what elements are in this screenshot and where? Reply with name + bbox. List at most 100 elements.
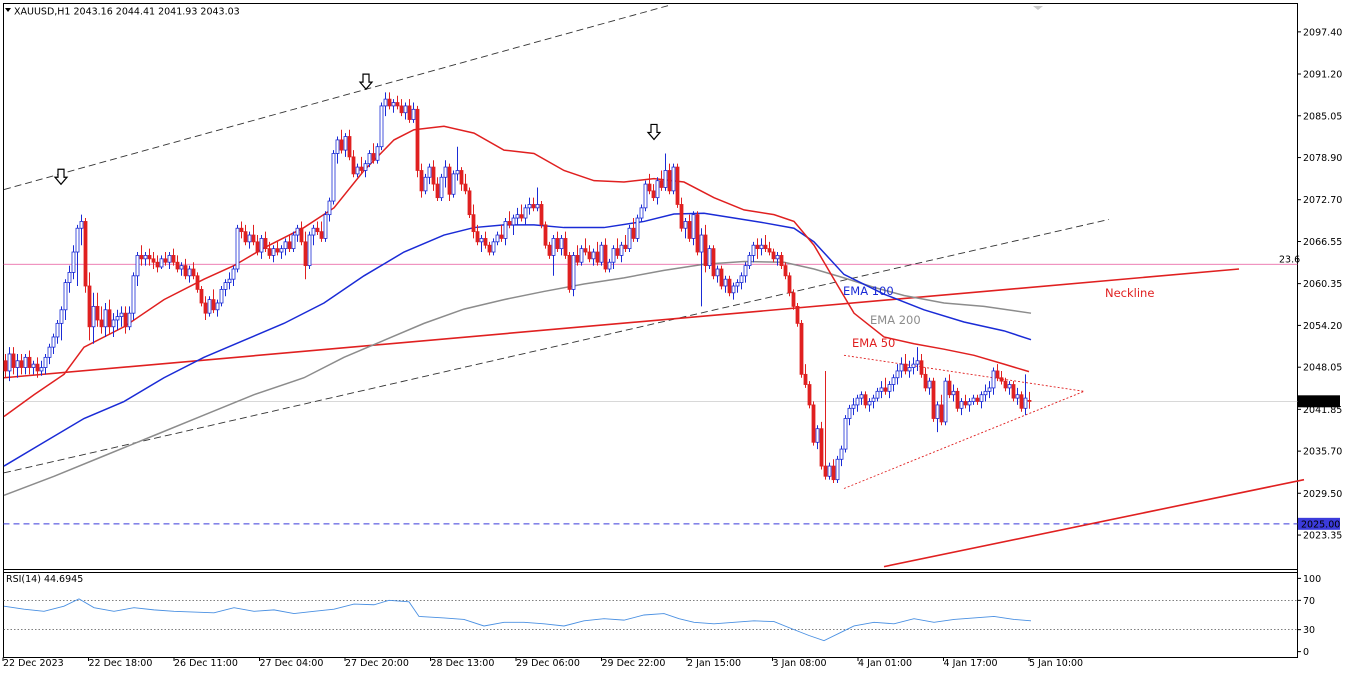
bull-candle bbox=[979, 394, 984, 402]
bull-candle bbox=[707, 248, 712, 267]
bull-candle bbox=[619, 244, 624, 256]
bull-candle bbox=[935, 404, 940, 419]
arrows bbox=[53, 73, 662, 186]
fib-level-label: 23.6 bbox=[1279, 254, 1300, 265]
shift-marker-icon[interactable] bbox=[1033, 6, 1043, 10]
bear-candle bbox=[195, 275, 200, 290]
bear-candle bbox=[563, 238, 568, 256]
bull-candle bbox=[423, 176, 428, 192]
price-axis: 2097.40 2091.20 2085.05 2078.90 2072.70 2066.… bbox=[1297, 27, 1342, 542]
neckline-label: Neckline bbox=[1105, 286, 1154, 300]
bear-candle bbox=[19, 360, 24, 368]
bull-candle bbox=[987, 387, 992, 392]
bear-candle bbox=[623, 244, 628, 250]
bull-candle bbox=[307, 234, 312, 267]
bull-candle bbox=[627, 227, 632, 250]
bull-candle bbox=[739, 275, 744, 284]
bull-candle bbox=[187, 268, 192, 277]
bear-candle bbox=[95, 305, 100, 321]
bear-candle bbox=[687, 221, 692, 239]
dropdown-triangle-icon[interactable] bbox=[5, 8, 11, 12]
bear-candle bbox=[1003, 380, 1008, 389]
bull-candle bbox=[611, 248, 616, 263]
bear-candle bbox=[123, 312, 128, 328]
bull-candle bbox=[143, 255, 148, 260]
bear-candle bbox=[807, 384, 812, 406]
bull-candle bbox=[495, 234, 500, 243]
bull-candle bbox=[959, 401, 964, 409]
price-tick-label: 2078.90 bbox=[1303, 153, 1342, 164]
bull-candle bbox=[747, 255, 752, 267]
bear-candle bbox=[803, 373, 808, 385]
bull-candle bbox=[907, 367, 912, 372]
triangle-upper-line bbox=[843, 354, 1085, 392]
bull-candle bbox=[571, 255, 576, 290]
bull-candle bbox=[231, 268, 236, 280]
bull-candle bbox=[523, 207, 528, 219]
time-tick-label: 22 Dec 18:00 bbox=[89, 658, 153, 669]
bull-candle bbox=[75, 227, 80, 253]
bull-candle bbox=[207, 299, 212, 314]
bull-candle bbox=[135, 255, 140, 277]
bull-candle bbox=[39, 367, 44, 372]
bear-candle bbox=[319, 231, 324, 239]
bull-candle bbox=[871, 397, 876, 402]
bull-candle bbox=[899, 363, 904, 372]
bear-candle bbox=[883, 387, 888, 392]
bear-candle bbox=[27, 356, 32, 368]
bear-candle bbox=[499, 234, 504, 239]
bear-candle bbox=[531, 204, 536, 209]
bull-candle bbox=[403, 105, 408, 114]
bull-candle bbox=[323, 214, 328, 239]
bull-candle bbox=[291, 234, 296, 250]
bull-candle bbox=[443, 166, 448, 178]
trend-lines[interactable] bbox=[3, 4, 1305, 568]
bull-candle bbox=[503, 221, 508, 239]
bull-candle bbox=[375, 146, 380, 161]
bear-candle bbox=[107, 309, 112, 328]
bear-candle bbox=[755, 244, 760, 250]
bear-candle bbox=[267, 248, 272, 256]
bull-candle bbox=[515, 214, 520, 219]
time-tick-label: 4 Jan 01:00 bbox=[858, 658, 912, 669]
rsi-line bbox=[3, 598, 1032, 642]
rsi-tick-label: 30 bbox=[1303, 625, 1315, 636]
bull-candle bbox=[1015, 394, 1020, 399]
neckline-line bbox=[3, 268, 1240, 379]
bull-candle bbox=[1007, 384, 1012, 389]
symbol-info: XAUUSD,H1 2043.16 2044.41 2041.93 2043.0… bbox=[14, 7, 240, 18]
bear-candle bbox=[923, 373, 928, 389]
bull-candle bbox=[103, 309, 108, 328]
ema200-line bbox=[3, 260, 1032, 496]
bear-candle bbox=[783, 265, 788, 277]
bear-candle bbox=[399, 105, 404, 114]
bear-candle bbox=[99, 319, 104, 328]
ema100-line bbox=[3, 212, 1032, 467]
bull-candle bbox=[311, 227, 316, 236]
time-tick-label: 4 Jan 17:00 bbox=[944, 658, 998, 669]
bear-candle bbox=[263, 238, 268, 250]
rsi-tick-label: 0 bbox=[1303, 647, 1309, 658]
bear-candle bbox=[771, 251, 776, 260]
bull-candle bbox=[867, 401, 872, 406]
bear-candle bbox=[475, 231, 480, 243]
bear-candle bbox=[719, 268, 724, 287]
bull-candle bbox=[671, 166, 676, 192]
bear-candle bbox=[575, 255, 580, 263]
bull-candle bbox=[715, 268, 720, 277]
bear-candle bbox=[863, 394, 868, 406]
bear-candle bbox=[595, 251, 600, 263]
bear-candle bbox=[603, 244, 608, 270]
channel-upper-line bbox=[3, 4, 670, 190]
time-tick-label: 29 Dec 22:00 bbox=[602, 658, 666, 669]
bull-candle bbox=[835, 458, 840, 481]
bull-candle bbox=[683, 221, 688, 229]
bull-candle bbox=[759, 244, 764, 250]
bear-candle bbox=[767, 248, 772, 253]
ema200-label: EMA 200 bbox=[870, 313, 921, 327]
bull-candle bbox=[967, 401, 972, 406]
bear-candle bbox=[555, 238, 560, 250]
bear-candle bbox=[435, 183, 440, 199]
bull-candle bbox=[735, 282, 740, 287]
